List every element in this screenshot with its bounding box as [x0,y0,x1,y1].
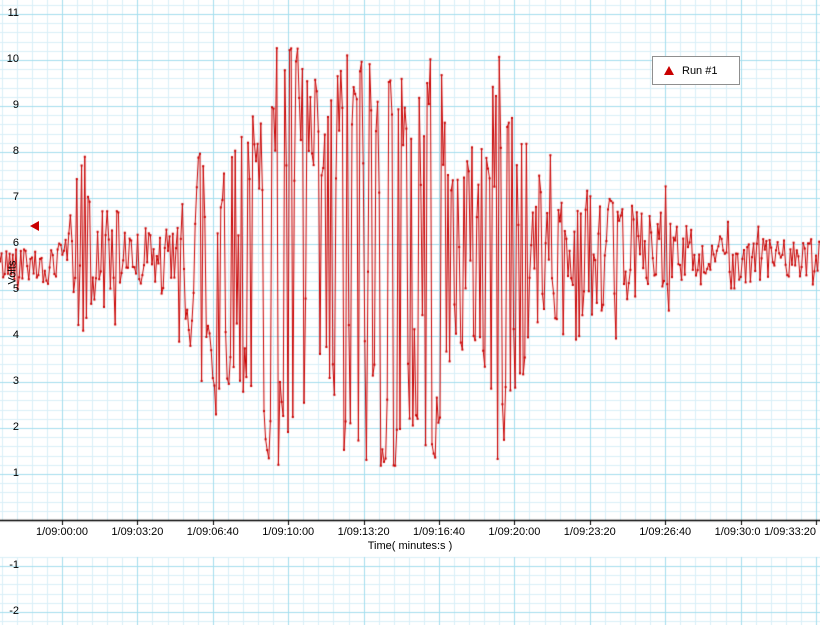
y-tick-label: 1 [12,467,19,479]
y-tick-label: 6 [12,237,19,249]
legend-series-triangle-icon [664,66,674,75]
legend[interactable]: Run #1 [652,56,740,85]
y-tick-label: 3 [12,375,19,387]
y-tick-label: 8 [12,145,19,157]
x-tick-label: 1/09:26:40 [636,525,695,539]
x-tick-label: 1/09:20:00 [485,525,544,539]
x-tick-label: 1/09:30:00 [711,525,770,539]
x-axis-title: Time( minutes:s ) [367,540,453,552]
y-tick-label: -1 [9,559,19,571]
y-tick-label: 4 [12,329,19,341]
x-tick-label: 1/09:13:20 [334,525,393,539]
legend-series-label: Run #1 [682,64,718,77]
x-tick-label: 1/09:06:40 [183,525,242,539]
y-tick-label: 11 [7,7,19,19]
y-value-indicator-icon[interactable] [30,220,39,231]
x-tick-label: 1/09:33:20 [761,525,819,539]
x-tick-label: 1/09:16:40 [410,525,468,539]
y-tick-label: -2 [9,605,19,617]
x-tick-label: 1/09:00:00 [33,525,91,539]
y-tick-label: 5 [12,283,19,295]
x-tick-label: 1/09:03:20 [108,525,167,539]
y-tick-label: 10 [6,53,19,65]
y-tick-label: 2 [12,421,19,433]
x-tick-label: 1/09:10:00 [259,525,318,539]
x-tick-label: 1/09:23:20 [560,525,619,539]
y-tick-label: 9 [12,99,19,111]
y-tick-label: 7 [12,191,19,203]
